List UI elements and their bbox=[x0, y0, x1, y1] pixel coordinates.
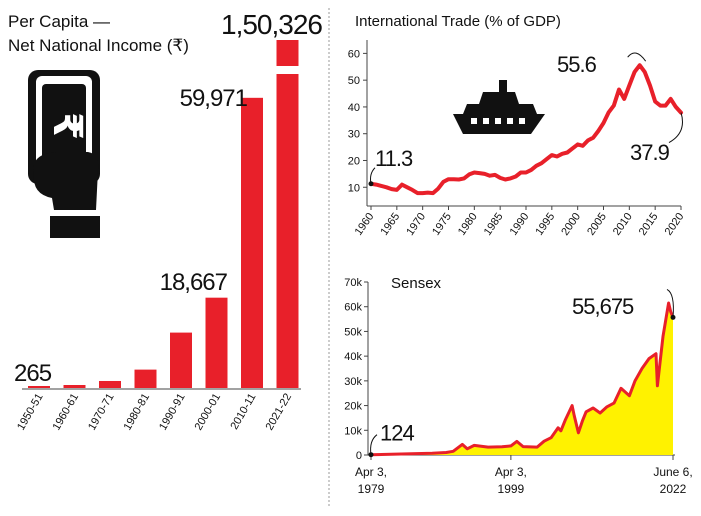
sensex-annotation-leader bbox=[370, 434, 378, 455]
sensex-x-tick-label-year: 1979 bbox=[358, 482, 385, 496]
axis-break-marker bbox=[274, 66, 301, 74]
trade-annotation-label: 55.6 bbox=[557, 52, 597, 77]
trade-x-tick-label: 1965 bbox=[378, 211, 402, 238]
trade-annotations: 11.3 55.6 37.9 bbox=[368, 52, 683, 187]
bar-x-tick-label: 1950-51 bbox=[15, 392, 46, 433]
bar-chart-title-line-1: Per Capita — bbox=[8, 12, 110, 31]
trade-x-tick-label: 1980 bbox=[456, 211, 480, 238]
trade-x-tick-label: 1985 bbox=[482, 211, 506, 238]
sensex-annotation-label: 124 bbox=[380, 421, 414, 446]
bar-x-tick-label: 1960-61 bbox=[51, 392, 82, 433]
sensex-y-tick-label: 10k bbox=[344, 425, 362, 437]
trade-x-tick-label: 2020 bbox=[663, 211, 687, 238]
sensex-x-tick-label-date: Apr 3, bbox=[355, 465, 387, 479]
sensex-y-tick-label: 40k bbox=[344, 351, 362, 363]
cargo-ship-icon bbox=[453, 80, 545, 134]
bar-data-label: 1,50,326 bbox=[221, 9, 322, 40]
bar-x-tick-label: 2021-22 bbox=[264, 392, 295, 433]
bar-data-label: 59,971 bbox=[180, 85, 248, 112]
trade-annotation-leader bbox=[370, 167, 376, 184]
bar-1970-71 bbox=[99, 380, 121, 388]
trade-annotation-leader bbox=[627, 52, 647, 62]
sensex-y-tick-label: 60k bbox=[344, 302, 362, 314]
sensex-annotation-label: 55,675 bbox=[572, 294, 634, 319]
sensex-x-tick-label-date: June 6, bbox=[653, 465, 692, 479]
bars-group bbox=[28, 40, 301, 388]
sensex-annotations: 124 55,675 bbox=[368, 288, 676, 458]
trade-annotation-label: 11.3 bbox=[375, 146, 413, 171]
sensex-area-chart: Sensex 0 10k 20k 30k 40k 50k 60k 70k Apr 3, 1979 A… bbox=[344, 275, 692, 496]
trade-x-tick-label: 1990 bbox=[508, 211, 532, 238]
sensex-y-tick-label: 0 bbox=[356, 450, 362, 462]
bar-1950-51 bbox=[28, 386, 50, 388]
sensex-y-tick-label: 50k bbox=[344, 326, 362, 338]
bar-1980-81 bbox=[134, 369, 157, 388]
bar-data-labels: 265 18,667 59,971 1,50,326 bbox=[14, 9, 323, 387]
sensex-x-tick-label-date: Apr 3, bbox=[495, 465, 527, 479]
sensex-x-tick-label-year: 1999 bbox=[498, 482, 525, 496]
trade-annotation-label: 37.9 bbox=[630, 140, 670, 165]
bar-chart-title-line-2: Net National Income (₹) bbox=[8, 36, 189, 55]
trade-y-tick-label: 60 bbox=[348, 48, 360, 60]
international-trade-line-chart: International Trade (% of GDP) 10 20 30 40 5… bbox=[348, 13, 687, 238]
bar-x-tick-label: 1990-91 bbox=[157, 392, 188, 433]
sensex-area-fill bbox=[371, 303, 673, 455]
trade-y-tick-label: 10 bbox=[348, 182, 360, 194]
sensex-y-tick-label: 30k bbox=[344, 376, 362, 388]
trade-x-tick-label: 1960 bbox=[353, 211, 377, 238]
sensex-x-tick-label-year: 2022 bbox=[660, 482, 687, 496]
trade-series-line bbox=[369, 63, 683, 196]
sensex-chart-title: Sensex bbox=[391, 275, 442, 292]
trade-x-tick-label: 1995 bbox=[533, 211, 557, 238]
bar-x-tick-label: 2010-11 bbox=[228, 392, 258, 432]
trade-x-tick-label: 2005 bbox=[585, 211, 609, 238]
sensex-annotation-leader bbox=[666, 288, 674, 318]
svg-text:₹: ₹ bbox=[44, 112, 90, 140]
trade-y-tick-label: 40 bbox=[348, 102, 360, 114]
bar-x-tick-labels: 1950-51 1960-61 1970-71 1980-81 1990-91 2000-… bbox=[15, 392, 294, 433]
trade-x-tick-label: 1970 bbox=[404, 211, 428, 238]
bar-data-label: 265 bbox=[14, 360, 52, 387]
bar-1990-91 bbox=[170, 332, 192, 388]
trade-x-tick-label: 2000 bbox=[559, 211, 583, 238]
bar-x-tick-label: 2000-01 bbox=[193, 392, 224, 433]
bar-2010-11 bbox=[241, 97, 263, 388]
hand-holding-rupee-note-icon: ₹ bbox=[28, 70, 100, 238]
trade-x-tick-label: 2010 bbox=[611, 211, 635, 238]
trade-annotation-leader bbox=[668, 112, 683, 143]
trade-x-tick-label: 2015 bbox=[637, 211, 661, 238]
trade-x-tick-label: 1975 bbox=[430, 211, 454, 238]
trade-chart-title: International Trade (% of GDP) bbox=[355, 13, 561, 30]
trade-y-tick-label: 30 bbox=[348, 129, 360, 141]
bar-x-tick-label: 1970-71 bbox=[86, 392, 117, 433]
sensex-series-line bbox=[370, 301, 675, 457]
trade-y-tick-label: 50 bbox=[348, 75, 360, 87]
sensex-y-tick-label: 20k bbox=[344, 401, 362, 413]
bar-1960-61 bbox=[63, 385, 86, 388]
bar-2021-22 bbox=[276, 40, 299, 388]
bar-data-label: 18,667 bbox=[160, 269, 228, 296]
trade-y-tick-label: 20 bbox=[348, 155, 360, 167]
bar-2000-01 bbox=[205, 297, 228, 388]
sensex-y-tick-label: 70k bbox=[344, 277, 362, 289]
bar-x-tick-label: 1980-81 bbox=[122, 392, 153, 433]
per-capita-income-bar-chart: Per Capita — Net National Income (₹) ₹ 1… bbox=[8, 9, 323, 433]
